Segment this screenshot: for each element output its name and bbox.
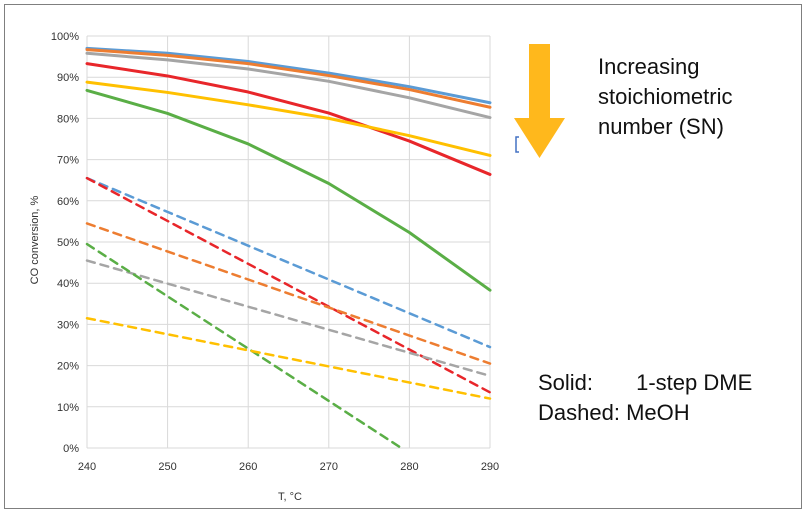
- x-tick-label: 270: [320, 461, 338, 473]
- y-tick-label: 40%: [57, 278, 79, 290]
- solid-series-line-3: [85, 62, 492, 176]
- x-tick-label: 260: [239, 461, 257, 473]
- solid-series-line-2: [85, 51, 492, 120]
- sn-note-line-2: stoichiometric: [598, 84, 733, 109]
- y-tick-label: 50%: [57, 237, 79, 249]
- y-tick-label: 70%: [57, 155, 79, 167]
- y-tick-label: 90%: [57, 72, 79, 84]
- sn-note-line-1: Increasing: [598, 54, 700, 79]
- x-tick-label: 250: [158, 461, 176, 473]
- y-axis-label: CO conversion, %: [29, 195, 41, 284]
- y-tick-label: 10%: [57, 402, 79, 414]
- down-arrow-icon: [514, 44, 565, 158]
- solid-key-value: 1-step DME: [636, 370, 753, 395]
- solid-key-row: Solid: 1-step DME: [538, 368, 752, 398]
- x-tick-label: 290: [481, 461, 499, 473]
- y-tick-label: 100%: [51, 31, 79, 43]
- dashed-series-line-9: [85, 259, 492, 378]
- dashed-series-line-8: [85, 222, 492, 365]
- figure-frame: [4, 4, 802, 509]
- y-tick-label: 0%: [63, 443, 79, 455]
- y-tick-label: 60%: [57, 196, 79, 208]
- dashed-key-value: MeOH: [626, 400, 690, 425]
- y-tick-label: 30%: [57, 319, 79, 331]
- dashed-key-row: Dashed: MeOH: [538, 398, 752, 428]
- y-tick-label: 20%: [57, 361, 79, 373]
- stoichiometric-number-note: Increasing stoichiometric number (SN): [598, 52, 732, 142]
- sn-note-line-3: number (SN): [598, 114, 724, 139]
- solid-series-line-0: [85, 46, 492, 105]
- solid-series-line-5: [85, 88, 492, 292]
- dashed-key-label: Dashed:: [538, 400, 620, 425]
- x-tick-labels: 240 250 260 270 280 290: [78, 461, 499, 473]
- dashed-series-line-11: [85, 316, 492, 400]
- solid-series-line-1: [85, 48, 492, 109]
- y-tick-label: 80%: [57, 113, 79, 125]
- chart-grid: [86, 35, 491, 449]
- dashed-series-line-10: [85, 242, 403, 450]
- solid-series-line-4: [85, 80, 492, 157]
- line-style-key: Solid: 1-step DME Dashed: MeOH: [538, 368, 752, 428]
- x-tick-label: 240: [78, 461, 96, 473]
- dashed-series-line-7: [85, 176, 492, 394]
- dashed-series-line-6: [85, 176, 492, 349]
- solid-key-label: Solid:: [538, 370, 594, 395]
- x-axis-label: T, °C: [278, 491, 302, 503]
- y-tick-labels: 0% 10% 20% 30% 40% 50% 60% 70% 80% 90% 100%: [51, 31, 79, 455]
- chart-series: [85, 46, 492, 450]
- x-tick-label: 280: [400, 461, 418, 473]
- bracket-mark: [515, 136, 519, 153]
